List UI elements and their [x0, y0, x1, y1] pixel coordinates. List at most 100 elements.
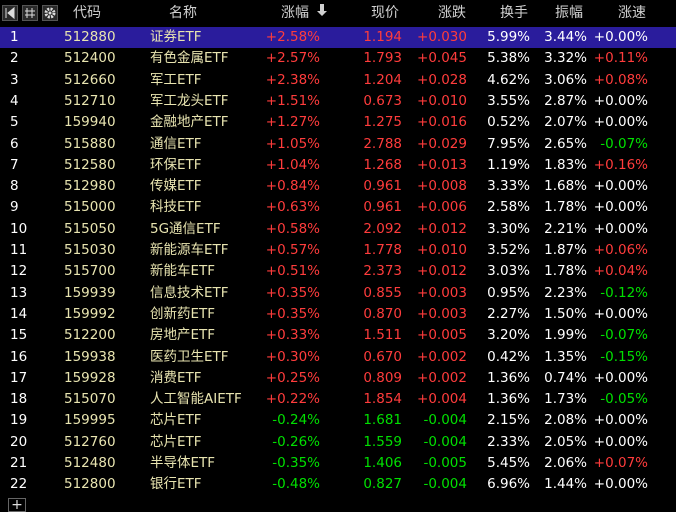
- code: 159995: [64, 412, 116, 429]
- column-header[interactable]: 涨幅: [281, 5, 309, 21]
- icon: [44, 7, 56, 19]
- name: 信息技术ETF: [150, 284, 229, 301]
- table-row[interactable]: 16 159938 医药卫生ETF +0.30% 0.670 +0.002 0.42% 1.3…: [0, 347, 676, 368]
- name: 科技ETF: [150, 199, 202, 216]
- column-button[interactable]: [22, 5, 38, 21]
- speed: +0.00%: [593, 92, 648, 109]
- table-row[interactable]: 14 159992 创新药ETF +0.35% 0.870 +0.003 2.27% 1.50…: [0, 304, 676, 325]
- column-header[interactable]: 振幅: [555, 5, 583, 21]
- row-index: 13: [10, 284, 28, 301]
- column-header[interactable]: 代码: [73, 5, 101, 21]
- table-row[interactable]: 22 512800 银行ETF -0.48% 0.827 -0.004 6.96% 1.44%…: [0, 474, 676, 495]
- price: 1.778: [363, 242, 402, 258]
- price: 1.204: [363, 71, 402, 88]
- amplitude: 2.08%: [544, 412, 587, 429]
- row-index: 9: [10, 199, 19, 216]
- icon: [25, 8, 35, 18]
- price: 1.275: [363, 114, 402, 131]
- table-row[interactable]: 11 515030 新能源车ETF +0.57% 1.778 +0.010 3.52% 1.8…: [0, 240, 676, 261]
- table-row[interactable]: 18 515070 人工智能AIETF +0.22% 1.854 +0.004 1.36% 1…: [0, 389, 676, 410]
- row-index: 21: [10, 455, 28, 471]
- price: 0.961: [363, 199, 402, 216]
- code: 159938: [64, 348, 116, 365]
- column-header[interactable]: 名称: [169, 5, 197, 21]
- amplitude: 1.83%: [544, 156, 587, 173]
- amplitude: 1.50%: [544, 305, 587, 322]
- speed: +0.11%: [593, 50, 648, 67]
- row-index: 1: [10, 29, 19, 45]
- row-index: 4: [10, 92, 19, 109]
- table-row[interactable]: 13 159939 信息技术ETF +0.35% 0.855 +0.003 0.95% 2.2…: [0, 283, 676, 304]
- change-pct: -0.26%: [272, 433, 320, 450]
- table-row[interactable]: 19 159995 芯片ETF -0.24% 1.681 -0.004 2.15% 2.08%…: [0, 410, 676, 431]
- change: +0.012: [417, 263, 467, 280]
- change-pct: +2.58%: [265, 29, 320, 45]
- turnover: 1.19%: [487, 156, 530, 173]
- table-row[interactable]: 2 512400 有色金属ETF +2.57% 1.793 +0.045 5.38% 3.32…: [0, 48, 676, 69]
- price: 0.870: [363, 305, 402, 322]
- row-index: 3: [10, 71, 19, 88]
- code: 159939: [64, 284, 116, 301]
- column-header[interactable]: 涨速: [618, 5, 646, 21]
- table-row[interactable]: 17 159928 消费ETF +0.25% 0.809 +0.002 1.36% 0.74%…: [0, 368, 676, 389]
- change: -0.004: [423, 476, 467, 493]
- table-row[interactable]: 4 512710 军工龙头ETF +1.51% 0.673 +0.010 3.55% 2.87…: [0, 91, 676, 112]
- amplitude: 1.78%: [544, 263, 587, 280]
- table-row[interactable]: 20 512760 芯片ETF -0.26% 1.559 -0.004 2.33% 2.05%…: [0, 432, 676, 453]
- turnover: 0.95%: [487, 284, 530, 301]
- name: 金融地产ETF: [150, 114, 229, 131]
- table-row[interactable]: 10 515050 5G通信ETF +0.58% 2.092 +0.012 3.30% 2.2…: [0, 219, 676, 240]
- amplitude: 2.05%: [544, 433, 587, 450]
- price: 0.670: [363, 348, 402, 365]
- turnover: 5.45%: [487, 455, 530, 471]
- table-row[interactable]: 8 512980 传媒ETF +0.84% 0.961 +0.008 3.33% 1.68% +…: [0, 176, 676, 197]
- change: +0.012: [417, 220, 467, 237]
- amplitude: 2.07%: [544, 114, 587, 131]
- column-header[interactable]: 涨跌: [438, 5, 466, 21]
- price: 2.092: [363, 220, 402, 237]
- name: 银行ETF: [150, 476, 202, 493]
- speed: -0.15%: [600, 348, 648, 365]
- amplitude: 1.35%: [544, 348, 587, 365]
- add-button[interactable]: +: [8, 498, 26, 512]
- name: 传媒ETF: [150, 178, 202, 195]
- table-row[interactable]: 9 515000 科技ETF +0.63% 0.961 +0.006 2.58% 1.78% +…: [0, 197, 676, 218]
- row-index: 15: [10, 327, 28, 344]
- table-row[interactable]: 6 515880 通信ETF +1.05% 2.788 +0.029 7.95% 2.65% -…: [0, 134, 676, 155]
- amplitude: 2.65%: [544, 135, 587, 152]
- row-index: 16: [10, 348, 28, 365]
- turnover: 2.15%: [487, 412, 530, 429]
- change-pct: +2.38%: [265, 71, 320, 88]
- name: 医药卫生ETF: [150, 348, 229, 365]
- change: +0.010: [417, 242, 467, 258]
- change-pct: +0.22%: [265, 391, 320, 408]
- turnover: 1.36%: [487, 369, 530, 386]
- code: 515700: [64, 263, 116, 280]
- row-index: 20: [10, 433, 28, 450]
- table-row[interactable]: 21 512480 半导体ETF -0.35% 1.406 -0.005 5.45% 2.06…: [0, 453, 676, 474]
- turnover: 0.42%: [487, 348, 530, 365]
- first-page-button[interactable]: [2, 5, 18, 21]
- table-row[interactable]: 1 512880 证券ETF +2.58% 1.194 +0.030 5.99% 3.44% +…: [0, 27, 676, 48]
- turnover: 3.30%: [487, 220, 530, 237]
- table-row[interactable]: 7 512580 环保ETF +1.04% 1.268 +0.013 1.19% 1.83% +…: [0, 155, 676, 176]
- speed: +0.04%: [593, 263, 648, 280]
- code: 512400: [64, 50, 116, 67]
- turnover: 5.38%: [487, 50, 530, 67]
- settings-button[interactable]: [42, 5, 58, 21]
- column-header[interactable]: 换手: [500, 5, 528, 21]
- speed: +0.00%: [593, 305, 648, 322]
- change-pct: +0.51%: [265, 263, 320, 280]
- name: 半导体ETF: [150, 455, 216, 471]
- table-row[interactable]: 12 515700 新能车ETF +0.51% 2.373 +0.012 3.03% 1.78…: [0, 261, 676, 282]
- table-row[interactable]: 5 159940 金融地产ETF +1.27% 1.275 +0.016 0.52% 2.07…: [0, 112, 676, 133]
- change-pct: -0.24%: [272, 412, 320, 429]
- speed: +0.00%: [593, 199, 648, 216]
- table-row[interactable]: 15 512200 房地产ETF +0.33% 1.511 +0.005 3.20% 1.99…: [0, 325, 676, 346]
- price: 0.809: [363, 369, 402, 386]
- amplitude: 2.23%: [544, 284, 587, 301]
- table-row[interactable]: 3 512660 军工ETF +2.38% 1.204 +0.028 4.62% 3.06% +…: [0, 70, 676, 91]
- column-header[interactable]: 现价: [371, 5, 399, 21]
- row-index: 2: [10, 50, 19, 67]
- row-index: 6: [10, 135, 19, 152]
